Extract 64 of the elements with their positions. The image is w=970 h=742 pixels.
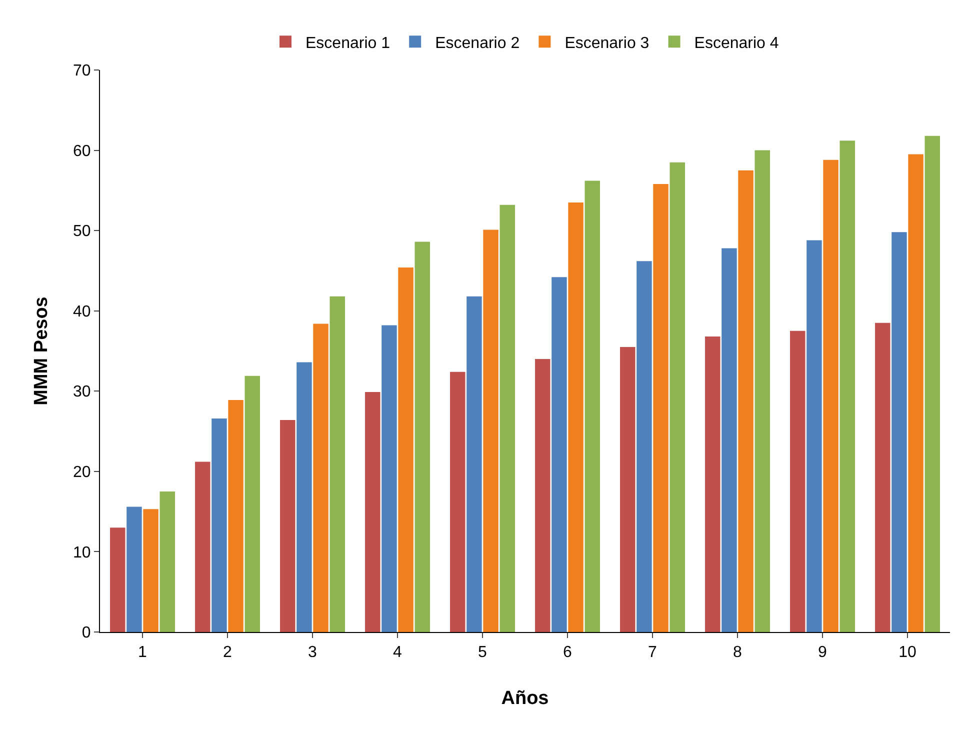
y-tick-label: 70 <box>73 62 91 80</box>
x-tick-label: 5 <box>478 644 488 662</box>
legend-label: Escenario 1 <box>306 34 390 52</box>
x-axis-title: Años <box>501 688 549 709</box>
bar <box>636 261 652 632</box>
bar <box>382 325 397 632</box>
x-tick-label: 1 <box>138 644 148 662</box>
bar <box>705 336 720 632</box>
bar <box>195 462 210 632</box>
y-tick-label: 50 <box>73 223 91 240</box>
bar <box>450 372 466 632</box>
bar <box>110 528 126 632</box>
y-axis-title: MMM Pesos <box>30 296 52 406</box>
bar <box>823 160 838 632</box>
y-tick-label: 0 <box>82 624 91 642</box>
bar <box>160 492 175 632</box>
y-tick-label: 20 <box>73 464 91 482</box>
bar <box>212 418 227 632</box>
bar <box>280 420 296 632</box>
bar <box>143 509 158 632</box>
x-tick-label: 9 <box>818 644 828 662</box>
bar <box>754 150 770 632</box>
x-tick-label: 3 <box>308 644 318 662</box>
bar <box>892 232 907 632</box>
bar <box>244 376 260 632</box>
legend-label: Escenario 4 <box>694 34 779 52</box>
x-tick-label: 8 <box>733 644 742 662</box>
bar <box>228 400 244 632</box>
bar <box>670 162 685 632</box>
bar <box>414 242 430 632</box>
bar <box>483 230 498 632</box>
bar <box>296 362 312 632</box>
y-tick-label: 60 <box>73 142 91 160</box>
bar <box>584 180 600 632</box>
legend-label: Escenario 3 <box>564 34 650 52</box>
x-tick-label: 4 <box>393 644 402 662</box>
bar <box>620 346 636 632</box>
bar <box>738 170 754 632</box>
bar <box>330 296 345 632</box>
x-tick-label: 6 <box>563 644 572 662</box>
bar <box>790 330 806 632</box>
bar <box>535 359 550 632</box>
bar <box>875 322 890 632</box>
y-tick-label: 10 <box>73 544 91 562</box>
bar <box>500 204 515 632</box>
x-tick-label: 7 <box>648 644 658 662</box>
bar <box>653 184 668 632</box>
x-tick-label: 10 <box>898 644 916 662</box>
y-tick-label: 40 <box>73 303 91 320</box>
bar <box>398 268 414 632</box>
legend-label: Escenario 2 <box>435 34 520 52</box>
bar <box>924 136 940 632</box>
bar <box>126 506 142 632</box>
bar <box>840 140 855 632</box>
bar <box>466 296 482 632</box>
y-tick-label: 30 <box>73 384 91 401</box>
bar <box>722 248 737 632</box>
bar <box>313 324 328 632</box>
bar <box>365 392 380 632</box>
bar <box>552 277 567 632</box>
bar <box>568 202 584 632</box>
bar <box>806 240 822 632</box>
bar <box>908 154 924 632</box>
x-tick-label: 2 <box>223 644 232 662</box>
